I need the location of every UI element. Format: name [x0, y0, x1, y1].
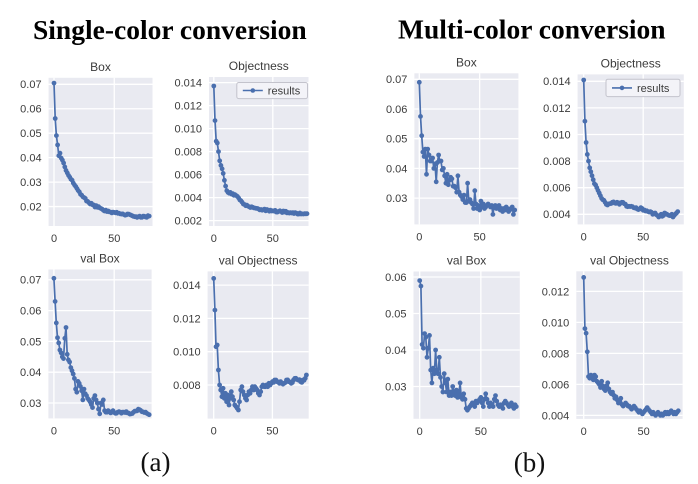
- svg-text:0.004: 0.004: [542, 410, 570, 422]
- svg-text:0.004: 0.004: [543, 209, 571, 221]
- svg-text:0.03: 0.03: [386, 193, 407, 205]
- svg-text:results: results: [637, 83, 670, 95]
- svg-text:0.02: 0.02: [20, 201, 41, 213]
- svg-text:Multi-color conversion: Multi-color conversion: [398, 14, 666, 45]
- svg-text:0: 0: [211, 426, 217, 438]
- svg-text:0.002: 0.002: [174, 216, 202, 228]
- svg-text:(a): (a): [141, 447, 171, 477]
- svg-text:50: 50: [108, 425, 120, 437]
- svg-text:0.03: 0.03: [20, 177, 41, 189]
- svg-text:0.006: 0.006: [174, 170, 202, 182]
- svg-text:0.008: 0.008: [543, 156, 571, 168]
- svg-text:50: 50: [266, 426, 278, 438]
- svg-text:0: 0: [211, 233, 217, 245]
- svg-text:0.03: 0.03: [20, 398, 41, 410]
- svg-text:0.014: 0.014: [173, 280, 201, 292]
- svg-text:0.07: 0.07: [386, 74, 407, 86]
- svg-text:0: 0: [416, 231, 422, 243]
- svg-text:Box: Box: [90, 60, 111, 74]
- svg-text:0.012: 0.012: [542, 286, 570, 298]
- svg-text:0.010: 0.010: [543, 129, 571, 141]
- svg-text:0.010: 0.010: [174, 124, 202, 136]
- svg-text:Objectness: Objectness: [601, 56, 661, 70]
- svg-text:val Objectness: val Objectness: [219, 253, 298, 267]
- svg-text:Single-color conversion: Single-color conversion: [33, 14, 307, 45]
- svg-text:0.008: 0.008: [542, 348, 570, 360]
- svg-text:0.014: 0.014: [543, 76, 571, 88]
- svg-text:0.07: 0.07: [20, 79, 41, 91]
- svg-text:0.012: 0.012: [543, 103, 571, 115]
- svg-text:0.008: 0.008: [174, 147, 202, 159]
- svg-text:results: results: [268, 86, 301, 98]
- svg-text:0.04: 0.04: [386, 163, 407, 175]
- svg-text:50: 50: [475, 426, 487, 438]
- svg-text:0.006: 0.006: [543, 183, 571, 195]
- svg-text:0.05: 0.05: [386, 134, 407, 146]
- svg-text:0.07: 0.07: [20, 275, 41, 287]
- svg-text:0: 0: [417, 426, 423, 438]
- svg-text:0.014: 0.014: [174, 78, 202, 90]
- svg-text:0.06: 0.06: [386, 104, 407, 116]
- svg-text:0.06: 0.06: [20, 306, 41, 318]
- svg-text:0.05: 0.05: [385, 308, 406, 320]
- svg-text:0.05: 0.05: [20, 336, 41, 348]
- svg-text:50: 50: [637, 426, 649, 438]
- svg-text:0.008: 0.008: [173, 380, 201, 392]
- svg-text:0: 0: [51, 425, 57, 437]
- svg-text:0.06: 0.06: [385, 272, 406, 284]
- svg-text:50: 50: [267, 233, 279, 245]
- svg-text:Box: Box: [456, 55, 477, 69]
- svg-text:val Box: val Box: [447, 254, 486, 268]
- svg-text:0.06: 0.06: [20, 104, 41, 116]
- svg-text:0.012: 0.012: [173, 313, 201, 325]
- svg-text:0: 0: [581, 426, 587, 438]
- svg-text:val Objectness: val Objectness: [590, 253, 669, 267]
- svg-text:0: 0: [51, 233, 57, 245]
- svg-text:Objectness: Objectness: [229, 59, 289, 73]
- svg-text:0.04: 0.04: [385, 345, 406, 357]
- svg-text:0.010: 0.010: [173, 347, 201, 359]
- svg-text:0.05: 0.05: [20, 128, 41, 140]
- svg-text:0: 0: [581, 231, 587, 243]
- svg-text:0.010: 0.010: [542, 317, 570, 329]
- svg-text:(b): (b): [514, 448, 545, 478]
- svg-text:0.04: 0.04: [20, 153, 41, 165]
- svg-text:50: 50: [474, 231, 486, 243]
- svg-text:0.004: 0.004: [174, 193, 202, 205]
- svg-text:50: 50: [108, 233, 120, 245]
- svg-text:0.006: 0.006: [542, 379, 570, 391]
- svg-text:0.04: 0.04: [20, 367, 41, 379]
- svg-text:50: 50: [637, 231, 649, 243]
- svg-text:0.03: 0.03: [385, 381, 406, 393]
- svg-text:0.012: 0.012: [174, 101, 202, 113]
- svg-text:val Box: val Box: [80, 252, 119, 266]
